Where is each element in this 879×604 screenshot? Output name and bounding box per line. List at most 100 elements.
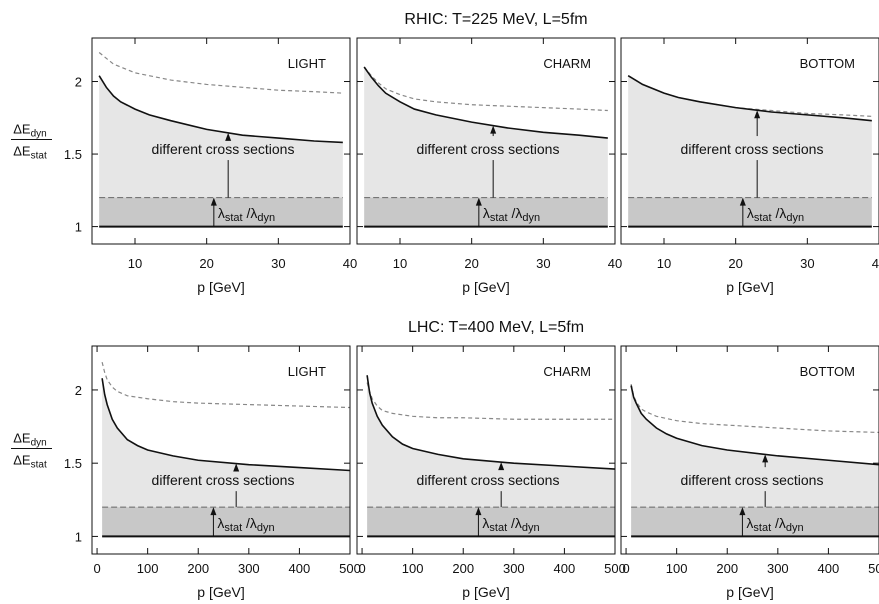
- x-tick-label: 30: [800, 256, 814, 271]
- x-tick-label: 20: [199, 256, 213, 271]
- x-tick-label: 40: [872, 256, 879, 271]
- panel-frame: [620, 345, 879, 555]
- y-axis-label-denominator: ΔEstat: [13, 144, 47, 162]
- x-axis-label: p [GeV]: [197, 279, 244, 295]
- solid-series-line: [101, 378, 351, 472]
- solid-series-line: [630, 385, 879, 466]
- panel-light: different cross sections λstat /λdyn LIGHT…: [91, 345, 361, 600]
- x-tick-label: 0: [622, 561, 629, 576]
- solid-series-line: [363, 66, 608, 139]
- lambda-band-area: [99, 197, 343, 227]
- x-tick-label: 100: [402, 561, 424, 576]
- x-tick-label: 10: [393, 256, 407, 271]
- x-tick-label: 40: [343, 256, 357, 271]
- panel-label: CHARM: [543, 56, 591, 71]
- cross-section-fill-area: [99, 75, 343, 198]
- cross-section-annotation: different cross sections: [152, 141, 295, 157]
- x-tick-label: 500: [868, 561, 879, 576]
- x-tick-label: 0: [358, 561, 365, 576]
- lhc-row-title: LHC: T=400 MeV, L=5fm: [408, 319, 584, 336]
- x-tick-label: 200: [452, 561, 474, 576]
- panel-bottom: different cross sections λstat /λdyn BOTTO…: [620, 345, 879, 600]
- x-tick-label: 10: [657, 256, 671, 271]
- lambda-ratio-label: λstat /λdyn: [746, 515, 803, 534]
- x-axis-label: p [GeV]: [462, 279, 509, 295]
- x-tick-label: 400: [818, 561, 840, 576]
- x-tick-label: 400: [289, 561, 311, 576]
- dashed-series-line: [101, 361, 351, 409]
- y-axis-label-numerator: ΔEdyn: [13, 431, 46, 449]
- x-axis-label: p [GeV]: [462, 584, 509, 600]
- x-axis-label: p [GeV]: [726, 584, 773, 600]
- cross-section-annotation: different cross sections: [417, 472, 560, 488]
- lambda-arrow-head: [475, 197, 482, 206]
- dashed-series-line: [363, 66, 608, 112]
- dashed-series-line: [366, 382, 615, 420]
- solid-series-line: [98, 75, 343, 144]
- x-tick-label: 400: [554, 561, 576, 576]
- lambda-arrow-head: [475, 507, 482, 516]
- lambda-band-area: [364, 197, 608, 227]
- rhic-row: RHIC: T=225 MeV, L=5fm ΔEdynΔEstat11.52d…: [11, 11, 879, 295]
- y-axis-label-denominator: ΔEstat: [13, 453, 47, 471]
- lambda-band-area: [367, 507, 615, 537]
- x-tick-label: 0: [93, 561, 100, 576]
- rhic-row-title: RHIC: T=225 MeV, L=5fm: [404, 11, 587, 28]
- panel-frame: [91, 37, 351, 245]
- x-tick-label: 300: [767, 561, 789, 576]
- y-tick-label: 2: [75, 383, 82, 398]
- y-axis-label: ΔEdyn ΔEstat: [11, 431, 52, 471]
- cross-section-fill-area: [628, 75, 872, 198]
- panel-label: CHARM: [543, 364, 591, 379]
- cross-section-arrow-head: [233, 463, 240, 472]
- cross-section-annotation: different cross sections: [152, 472, 295, 488]
- lambda-band-area: [628, 197, 872, 227]
- solid-series-line: [366, 375, 616, 470]
- lambda-arrow-head: [210, 507, 217, 516]
- lambda-ratio-label: λstat /λdyn: [482, 515, 539, 534]
- x-tick-label: 20: [464, 256, 478, 271]
- panel-frame: [91, 345, 351, 555]
- x-tick-label: 500: [604, 561, 626, 576]
- panel-frame: [620, 37, 879, 245]
- cross-section-fill-area: [367, 375, 615, 508]
- y-tick-label: 1.5: [64, 147, 82, 162]
- cross-section-arrow-head: [754, 110, 761, 119]
- x-tick-label: 200: [187, 561, 209, 576]
- cross-section-fill-area: [364, 67, 608, 198]
- x-tick-label: 40: [608, 256, 622, 271]
- x-axis-label: p [GeV]: [726, 279, 773, 295]
- lambda-ratio-label: λstat /λdyn: [218, 205, 275, 224]
- x-tick-label: 100: [137, 561, 159, 576]
- x-tick-label: 100: [666, 561, 688, 576]
- y-axis-label-numerator: ΔEdyn: [13, 122, 46, 140]
- panel-bottom: different cross sections λstat /λdyn BOTTO…: [620, 37, 879, 295]
- x-tick-label: 300: [238, 561, 260, 576]
- panel-label: LIGHT: [288, 56, 326, 71]
- x-tick-label: 30: [271, 256, 285, 271]
- lambda-band-area: [631, 507, 879, 537]
- cross-section-arrow-head: [762, 454, 769, 463]
- panel-light: different cross sections λstat /λdyn LIGHT…: [91, 37, 357, 295]
- lambda-ratio-label: λstat /λdyn: [483, 205, 540, 224]
- y-tick-label: 2: [75, 75, 82, 90]
- cross-section-fill-area: [102, 378, 350, 508]
- cross-section-annotation: different cross sections: [681, 141, 824, 157]
- lambda-ratio-label: λstat /λdyn: [747, 205, 804, 224]
- solid-series-line: [627, 75, 872, 122]
- y-tick-label: 1: [75, 529, 82, 544]
- lambda-arrow-head: [739, 197, 746, 206]
- x-tick-label: 200: [716, 561, 738, 576]
- x-axis-label: p [GeV]: [197, 584, 244, 600]
- lambda-band-area: [102, 507, 350, 537]
- dashed-series-line: [630, 383, 879, 434]
- cross-section-fill-area: [631, 385, 879, 508]
- panel-label: BOTTOM: [800, 364, 855, 379]
- panel-frame: [356, 345, 616, 555]
- cross-section-arrow-head: [498, 462, 505, 471]
- x-tick-label: 30: [536, 256, 550, 271]
- y-tick-label: 1: [75, 220, 82, 235]
- panel-frame: [356, 37, 616, 245]
- panel-label: LIGHT: [288, 364, 326, 379]
